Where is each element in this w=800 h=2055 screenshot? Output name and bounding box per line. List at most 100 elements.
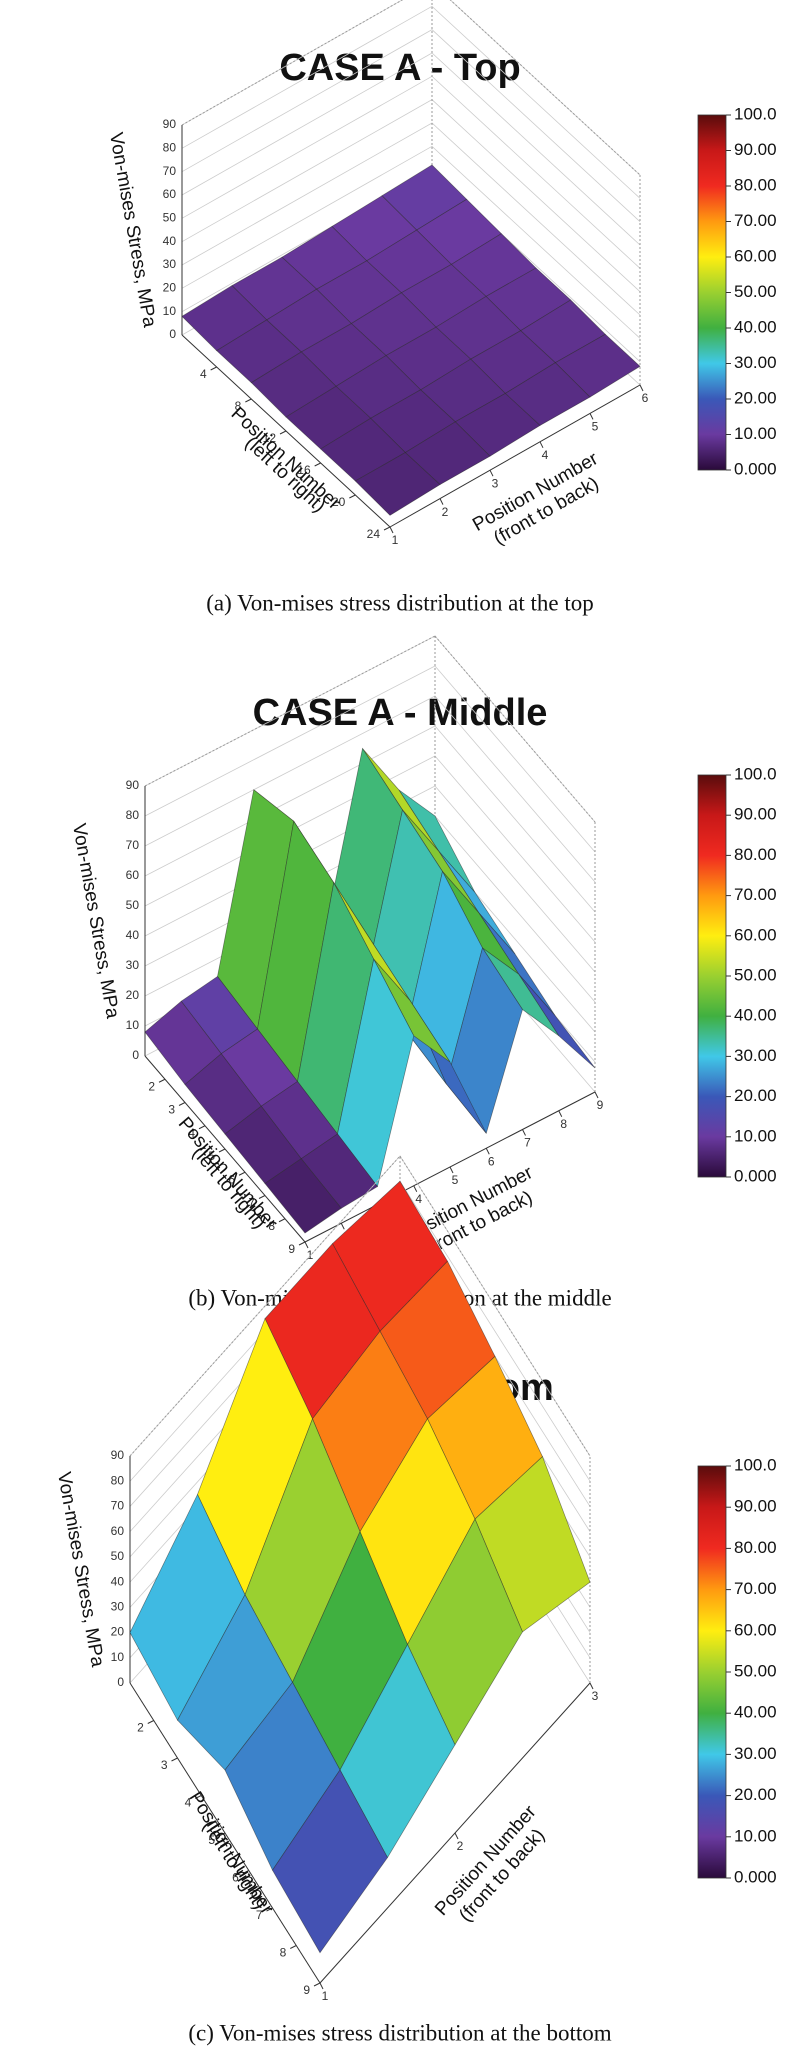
z-axis-label: Von-mises Stress, MPa: [53, 1470, 108, 1669]
y-tick-label: 4: [415, 1192, 422, 1206]
z-tick-label: 0: [132, 1048, 139, 1062]
y-tick: [485, 1148, 490, 1155]
axis-line: [389, 384, 641, 528]
y-tick: [413, 1185, 418, 1192]
colorbar-label: 90.00: [734, 1497, 777, 1516]
x-tick: [147, 1720, 154, 1724]
x-tick: [279, 430, 287, 435]
z-tick-label: 40: [163, 234, 177, 248]
x-tick: [171, 1757, 178, 1762]
x-tick: [218, 1832, 226, 1837]
z-tick-label: 50: [163, 211, 177, 225]
caption: (a) Von-mises stress distribution at the…: [206, 590, 594, 615]
y-tick-label: 5: [452, 1173, 459, 1187]
x-tick-label: 6: [232, 1871, 239, 1885]
panel: CASE A - Top0102030405060708090481216202…: [105, 0, 777, 615]
x-tick: [314, 462, 321, 467]
box-edge: [449, 0, 641, 176]
z-tick-label: 10: [111, 1650, 125, 1664]
colorbar-label: 40.00: [734, 1006, 777, 1025]
x-tick: [245, 398, 252, 403]
surface-cell: [264, 1158, 342, 1234]
y-tick: [389, 526, 394, 534]
y-tick-label: 1: [392, 533, 399, 547]
z-tick-label: 70: [111, 1499, 125, 1513]
x-tick: [298, 1241, 306, 1246]
z-tick-label: 50: [111, 1549, 125, 1563]
z-axis-label: Von-mises Stress, MPa: [68, 822, 123, 1021]
z-tick-label: 80: [163, 141, 177, 155]
colorbar-label: 20.00: [734, 1086, 777, 1105]
colorbar-label: 0.000: [734, 1867, 777, 1886]
colorbar-label: 70.00: [734, 211, 777, 230]
colorbar: [697, 1465, 727, 1879]
surface-cell: [272, 1769, 388, 1954]
x-tick: [313, 1982, 321, 1987]
colorbar-label: 40.00: [734, 317, 777, 336]
y-tick-label: 5: [592, 420, 599, 434]
x-tick-label: 4: [200, 367, 207, 381]
x-tick: [258, 1195, 266, 1199]
box-edge: [144, 635, 436, 787]
y-tick-label: 3: [492, 476, 499, 490]
y-tick-label: 9: [597, 1098, 604, 1112]
colorbar-label: 10.00: [734, 1126, 777, 1145]
z-tick-label: 0: [169, 327, 176, 341]
x-tick-label: 7: [248, 1196, 255, 1210]
y-tick-label: 2: [442, 505, 449, 519]
y-tick: [522, 1129, 526, 1136]
colorbar-label: 80.00: [734, 1538, 777, 1557]
x-tick: [210, 366, 217, 371]
z-tick-label: 10: [163, 304, 177, 318]
x-tick: [195, 1795, 202, 1799]
colorbar-label: 10.00: [734, 424, 777, 443]
grid-line: [181, 145, 641, 339]
colorbar-label: 10.00: [734, 1826, 777, 1845]
z-tick-label: 30: [163, 257, 177, 271]
colorbar-label: 70.00: [734, 1579, 777, 1598]
y-tick-label: 2: [457, 1839, 464, 1853]
x-tick-label: 9: [288, 1242, 295, 1256]
colorbar-label: 100.0: [734, 764, 777, 783]
box-edge: [434, 635, 596, 823]
x-tick: [198, 1125, 206, 1130]
z-tick-label: 60: [126, 868, 140, 882]
z-tick-label: 40: [126, 928, 140, 942]
box-edge: [129, 1155, 401, 1457]
colorbar: [697, 774, 727, 1178]
z-tick-label: 20: [126, 988, 140, 1002]
x-tick-label: 4: [188, 1126, 195, 1140]
x-tick: [178, 1102, 186, 1106]
colorbar-label: 20.00: [734, 388, 777, 407]
y-tick: [589, 1682, 594, 1690]
x-tick-label: 8: [280, 1946, 287, 1960]
x-tick-label: 16: [297, 463, 311, 477]
z-tick-label: 10: [126, 1018, 140, 1032]
y-tick-label: 7: [524, 1136, 531, 1150]
y-tick: [340, 1223, 345, 1230]
x-tick: [278, 1218, 286, 1223]
y-tick: [639, 384, 644, 392]
colorbar-label: 80.00: [734, 175, 777, 194]
y-tick: [449, 1166, 454, 1174]
colorbar-label: 80.00: [734, 845, 777, 864]
y-tick: [319, 1982, 324, 1990]
z-tick-label: 20: [163, 281, 177, 295]
y-tick-label: 4: [542, 448, 549, 462]
x-tick-label: 24: [367, 527, 381, 541]
x-tick-label: 3: [168, 1103, 175, 1117]
x-tick: [349, 494, 356, 499]
colorbar-label: 0.000: [734, 459, 777, 478]
box-edge: [399, 1155, 591, 1457]
grid-line: [181, 29, 641, 222]
x-tick-label: 2: [137, 1721, 144, 1735]
colorbar-label: 60.00: [734, 925, 777, 944]
y-tick: [489, 469, 494, 477]
x-tick-label: 12: [263, 431, 277, 445]
z-tick-label: 60: [163, 187, 177, 201]
z-tick-label: 50: [126, 898, 140, 912]
z-tick-label: 30: [126, 958, 140, 972]
x-tick: [218, 1148, 226, 1153]
colorbar-label: 60.00: [734, 246, 777, 265]
